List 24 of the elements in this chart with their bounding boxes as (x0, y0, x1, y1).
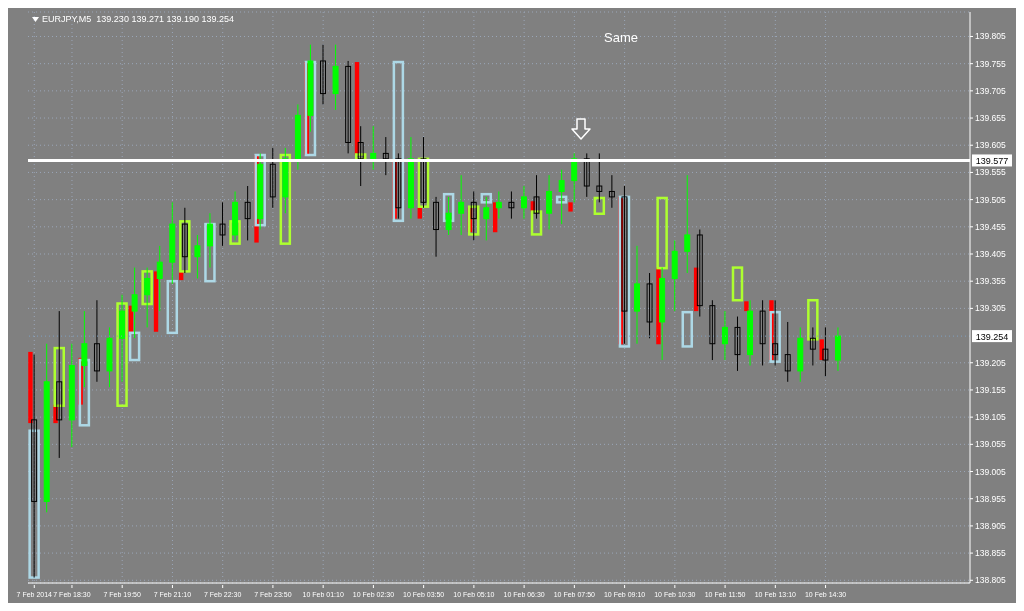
y-tick-label: 139.705 (975, 85, 1006, 96)
y-tick-label: 139.105 (975, 412, 1006, 423)
y-tick-label: 139.355 (975, 276, 1006, 287)
y-tick-label: 139.655 (975, 113, 1006, 124)
y-tick-label: 139.605 (975, 140, 1006, 151)
y-tick-label: 139.005 (975, 466, 1006, 477)
y-tick-label: 139.755 (975, 58, 1006, 69)
y-tick-label: 139.405 (975, 249, 1006, 260)
y-tick-label: 139.505 (975, 194, 1006, 205)
ref-line-label: 139.254 (975, 332, 1009, 343)
y-tick-label: 138.805 (975, 575, 1006, 586)
annotation: EURJPY,M5 139.230 139.271 139.190 139.254 (42, 14, 234, 24)
y-tick-label: 139.205 (975, 357, 1006, 368)
y-tick-label: 139.455 (975, 221, 1006, 232)
y-tick-label: 138.855 (975, 548, 1006, 559)
ref-line-label: 139.577 (975, 156, 1009, 167)
y-tick-label: 139.555 (975, 167, 1006, 178)
y-tick-label: 139.155 (975, 384, 1006, 395)
y-tick-label: 139.305 (975, 303, 1006, 314)
y-tick-label: 138.955 (975, 493, 1006, 504)
y-tick-label: 138.905 (975, 520, 1006, 531)
y-tick-label: 139.805 (975, 31, 1006, 42)
text: Same (604, 30, 638, 45)
y-tick-label: 139.055 (975, 439, 1006, 450)
